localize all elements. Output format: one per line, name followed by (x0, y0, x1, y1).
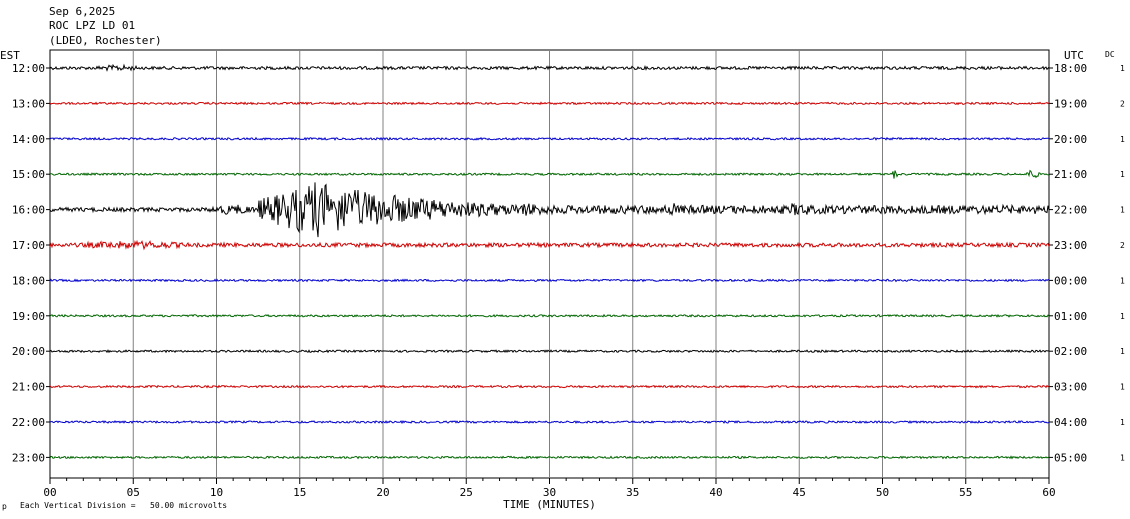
x-tick-label: 45 (793, 486, 806, 499)
utc-time-label: 05:00 (1054, 451, 1087, 464)
est-label: EST (0, 49, 20, 62)
trace-1200 (49, 63, 1050, 72)
trace-1500 (49, 169, 1050, 179)
est-time-label: 23:00 (12, 451, 45, 464)
utc-time-label: 04:00 (1054, 416, 1087, 429)
x-tick-label: 20 (376, 486, 389, 499)
dc-value: 1 (1120, 170, 1125, 179)
est-time-label: 14:00 (12, 133, 45, 146)
utc-time-label: 20:00 (1054, 133, 1087, 146)
header-station: ROC LPZ LD 01 (49, 19, 136, 32)
x-tick-label: 60 (1042, 486, 1055, 499)
trace-1300 (49, 101, 1050, 106)
est-time-label: 15:00 (12, 168, 45, 181)
utc-label: UTC (1064, 49, 1084, 62)
utc-time-label: 03:00 (1054, 381, 1087, 394)
utc-time-label: 19:00 (1054, 97, 1087, 110)
dc-value: 1 (1120, 347, 1125, 356)
trace-1800 (49, 278, 1050, 283)
est-time-label: 13:00 (12, 97, 45, 110)
header-date: Sep 6,2025 (49, 5, 116, 18)
utc-time-label: 23:00 (1054, 239, 1087, 252)
utc-time-label: 01:00 (1054, 310, 1087, 323)
est-time-label: 19:00 (12, 310, 45, 323)
x-tick-label: 55 (959, 486, 972, 499)
trace-1900 (49, 313, 1050, 318)
est-time-label: 12:00 (12, 62, 45, 75)
dc-value: 2 (1120, 99, 1125, 108)
est-time-label: 18:00 (12, 274, 45, 287)
dc-value: 1 (1120, 383, 1125, 392)
dc-value: 1 (1120, 64, 1125, 73)
est-time-label: 22:00 (12, 416, 45, 429)
est-time-label: 21:00 (12, 381, 45, 394)
division-note: Each Vertical Division = 50.00 microvolt… (20, 501, 228, 510)
x-tick-label: 05 (127, 486, 140, 499)
x-tick-label: 50 (876, 486, 889, 499)
trace-2200 (49, 419, 1050, 425)
est-time-label: 20:00 (12, 345, 45, 358)
dc-value: 1 (1120, 312, 1125, 321)
trace-2100 (49, 384, 1050, 389)
x-tick-label: 25 (460, 486, 473, 499)
utc-time-label: 02:00 (1054, 345, 1087, 358)
dc-value: 1 (1120, 453, 1125, 462)
trace-2000 (49, 349, 1050, 354)
x-tick-label: 15 (293, 486, 306, 499)
dc-label: DC (1105, 50, 1115, 59)
x-axis-label: TIME (MINUTES) (503, 498, 596, 511)
corner-mark: p (2, 502, 7, 511)
est-time-label: 17:00 (12, 239, 45, 252)
dc-value: 1 (1120, 135, 1125, 144)
x-tick-label: 10 (210, 486, 223, 499)
dc-value: 2 (1120, 241, 1125, 250)
dc-value: 1 (1120, 206, 1125, 215)
est-time-label: 16:00 (12, 204, 45, 217)
dc-value: 1 (1120, 276, 1125, 285)
trace-1600 (49, 182, 1050, 238)
trace-1700 (49, 239, 1050, 251)
x-tick-label: 35 (626, 486, 639, 499)
utc-time-label: 21:00 (1054, 168, 1087, 181)
trace-1400 (49, 136, 1049, 141)
utc-time-label: 00:00 (1054, 274, 1087, 287)
x-tick-label: 30 (543, 486, 556, 499)
x-tick-label: 40 (709, 486, 722, 499)
trace-2300 (49, 455, 1050, 460)
x-tick-label: 00 (43, 486, 56, 499)
header-network: (LDEO, Rochester) (49, 34, 162, 47)
utc-time-label: 18:00 (1054, 62, 1087, 75)
utc-time-label: 22:00 (1054, 204, 1087, 217)
dc-value: 1 (1120, 418, 1125, 427)
